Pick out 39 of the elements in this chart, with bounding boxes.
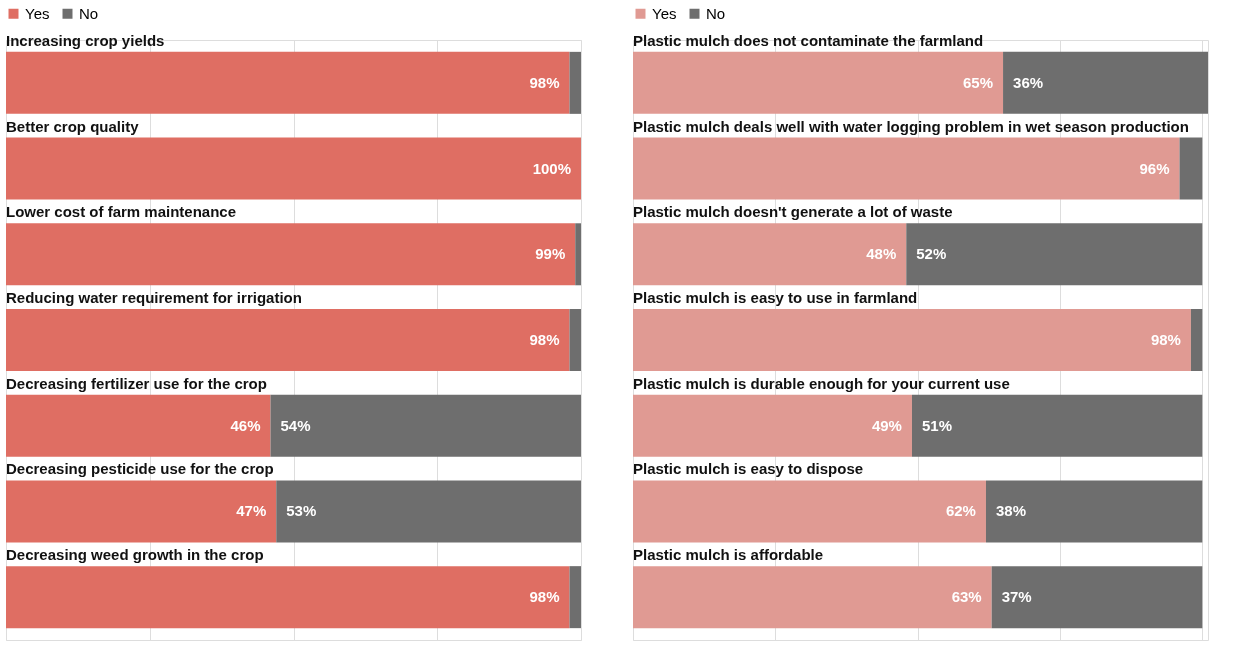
legend-label: No bbox=[79, 4, 99, 22]
data-label: 100% bbox=[532, 159, 571, 177]
legend-label: No bbox=[706, 4, 726, 22]
data-label: 53% bbox=[286, 502, 317, 520]
data-label: 63% bbox=[951, 588, 982, 606]
data-label: 51% bbox=[921, 416, 952, 434]
category-label: Decreasing pesticide use for the crop bbox=[6, 460, 274, 478]
data-label: 47% bbox=[236, 502, 267, 520]
data-label: 52% bbox=[916, 245, 947, 263]
category-label: Decreasing fertilizer use for the crop bbox=[6, 374, 267, 392]
legend-label: Yes bbox=[652, 4, 677, 22]
category-label: Plastic mulch is easy to use in farmland bbox=[633, 289, 918, 306]
category-label: Lower cost of farm maintenance bbox=[6, 203, 237, 221]
category-label: Plastic mulch doesn't generate a lot of waste bbox=[633, 203, 953, 221]
data-label: 98% bbox=[529, 73, 560, 91]
data-label: 48% bbox=[866, 245, 897, 263]
data-label: 98% bbox=[529, 588, 560, 606]
data-label: 99% bbox=[535, 245, 566, 263]
category-label: Better crop quality bbox=[6, 117, 139, 135]
category-label: Plastic mulch deals well with water logging problem in wet season production bbox=[633, 117, 1189, 135]
data-label: 62% bbox=[945, 502, 976, 520]
category-label: Plastic mulch is affordable bbox=[633, 546, 824, 564]
category-label: Plastic mulch is easy to dispose bbox=[633, 460, 864, 478]
data-label: 37% bbox=[1001, 588, 1032, 606]
category-label: Plastic mulch does not contaminate the farmland bbox=[633, 31, 984, 49]
data-label: 36% bbox=[1013, 73, 1044, 91]
data-label: 96% bbox=[1139, 159, 1170, 177]
data-label: 38% bbox=[995, 502, 1026, 520]
category-label: Increasing crop yields bbox=[6, 31, 165, 49]
data-label: 98% bbox=[1150, 331, 1181, 348]
legend-label: Yes bbox=[25, 4, 50, 22]
data-label: 49% bbox=[871, 416, 902, 434]
data-label: 54% bbox=[280, 416, 311, 434]
category-label: Decreasing weed growth in the crop bbox=[6, 546, 264, 564]
category-label: Reducing water requirement for irrigation bbox=[6, 289, 302, 306]
category-label: Plastic mulch is durable enough for your current use bbox=[633, 374, 1010, 392]
data-label: 98% bbox=[529, 331, 560, 348]
data-label: 46% bbox=[230, 416, 261, 434]
data-label: 65% bbox=[963, 73, 994, 91]
